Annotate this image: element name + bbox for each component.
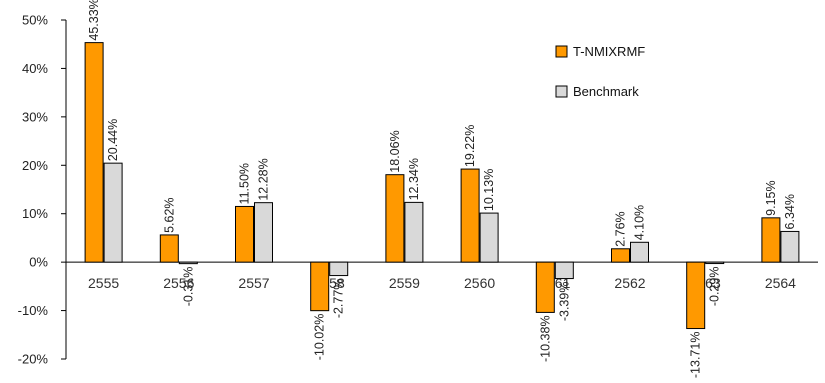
data-label-series-1: 9.15% bbox=[764, 180, 778, 215]
x-category-label: 2564 bbox=[765, 275, 796, 291]
bar-series-1 bbox=[535, 261, 555, 313]
x-category-label: 2555 bbox=[88, 275, 119, 291]
bar-series-1 bbox=[235, 205, 254, 263]
y-tick-label: 30% bbox=[22, 109, 48, 124]
y-tick-label: -20% bbox=[18, 352, 49, 367]
bar-series-2 bbox=[479, 212, 499, 263]
data-label-series-2: -0.29% bbox=[708, 267, 722, 307]
data-label-series-2: -2.77% bbox=[332, 279, 346, 319]
data-label-series-2: 12.28% bbox=[257, 158, 271, 200]
x-category-label: 2559 bbox=[389, 275, 420, 291]
x-category-label: 2562 bbox=[614, 275, 645, 291]
bar-series-2 bbox=[630, 241, 649, 263]
data-label-series-2: 6.34% bbox=[783, 194, 797, 229]
bar-series-2 bbox=[329, 261, 349, 277]
data-label-series-2: 12.34% bbox=[407, 158, 421, 200]
bars bbox=[84, 42, 800, 330]
bar-series-1 bbox=[761, 217, 781, 263]
y-tick-label: 40% bbox=[22, 61, 48, 76]
data-label-series-1: -13.71% bbox=[689, 332, 703, 379]
data-label-series-2: 20.44% bbox=[106, 119, 120, 161]
data-label-series-1: 18.06% bbox=[388, 130, 402, 172]
data-label-series-1: 2.76% bbox=[614, 211, 628, 246]
bar-series-1 bbox=[310, 261, 330, 312]
y-tick-label: 50% bbox=[22, 13, 48, 28]
bar-series-2 bbox=[404, 201, 424, 263]
data-label-series-1: 11.50% bbox=[238, 163, 252, 204]
bar-series-2 bbox=[705, 261, 725, 265]
data-label-series-2: -3.39% bbox=[557, 282, 571, 322]
x-category-label: 2556 bbox=[163, 275, 194, 291]
bar-series-2 bbox=[103, 162, 123, 263]
bar-series-1 bbox=[159, 234, 179, 263]
x-category-label: 2557 bbox=[238, 275, 269, 291]
bar-series-1 bbox=[460, 168, 480, 263]
legend-swatch-series-2 bbox=[555, 85, 568, 98]
y-tick-label: 0% bbox=[29, 255, 48, 270]
legend: T-NMIXRMF Benchmark bbox=[555, 44, 645, 99]
data-label-series-1: 19.22% bbox=[463, 125, 477, 167]
data-label-series-1: 45.33% bbox=[87, 0, 101, 41]
bar-series-2 bbox=[554, 261, 574, 280]
y-tick-label: 20% bbox=[22, 158, 48, 173]
bar-series-1 bbox=[385, 174, 405, 263]
bar-series-2 bbox=[178, 261, 198, 265]
data-label-series-2: 4.10% bbox=[633, 205, 647, 240]
bar-series-2 bbox=[254, 202, 273, 263]
legend-label-series-2: Benchmark bbox=[573, 84, 639, 99]
bar-series-2 bbox=[780, 230, 800, 263]
legend-label-series-1: T-NMIXRMF bbox=[573, 44, 645, 59]
data-label-series-1: -10.02% bbox=[313, 314, 327, 361]
legend-swatch-series-1 bbox=[555, 45, 568, 58]
data-label-series-1: 5.62% bbox=[162, 197, 176, 232]
data-labels: 45.33% 20.44% 5.62% -0.31% 11.50% 12.28% -10.0… bbox=[87, 0, 797, 378]
data-label-series-2: 10.13% bbox=[482, 169, 496, 211]
bar-series-1 bbox=[84, 42, 104, 263]
data-label-series-1: -10.38% bbox=[538, 315, 552, 362]
bar-series-1 bbox=[611, 248, 630, 263]
y-tick-label: 10% bbox=[22, 206, 48, 221]
x-category-label: 2560 bbox=[464, 275, 495, 291]
y-tick-label: -10% bbox=[18, 303, 49, 318]
data-label-series-2: -0.31% bbox=[181, 267, 195, 307]
bar-series-1 bbox=[686, 261, 706, 330]
